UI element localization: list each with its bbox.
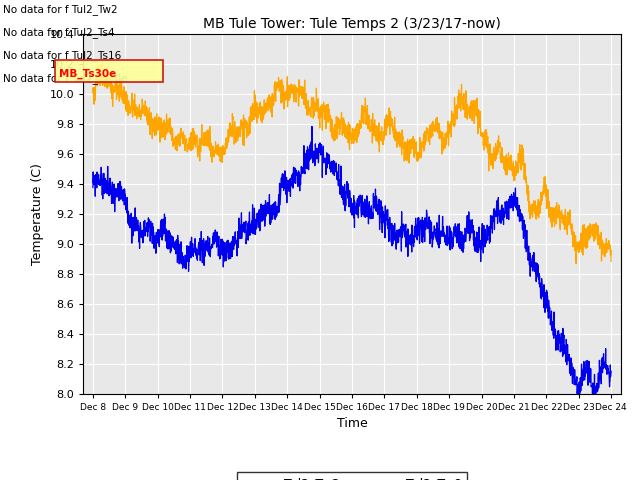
Text: No data for f Tul2_Tw2: No data for f Tul2_Tw2 [3,4,118,15]
Y-axis label: Temperature (C): Temperature (C) [31,163,44,264]
X-axis label: Time: Time [337,417,367,430]
Title: MB Tule Tower: Tule Temps 2 (3/23/17-now): MB Tule Tower: Tule Temps 2 (3/23/17-now… [203,17,501,31]
Text: No data for f Tul2_Ts16: No data for f Tul2_Ts16 [3,50,122,61]
Text: No data for f Tul2_Ts30e: No data for f Tul2_Ts30e [3,73,128,84]
Legend: Tul2_Ts-2, Tul2_Ts-8: Tul2_Ts-2, Tul2_Ts-8 [237,472,467,480]
Text: No data for f Tul2_Ts4: No data for f Tul2_Ts4 [3,27,115,38]
Text: MB_Ts30e: MB_Ts30e [59,69,116,79]
